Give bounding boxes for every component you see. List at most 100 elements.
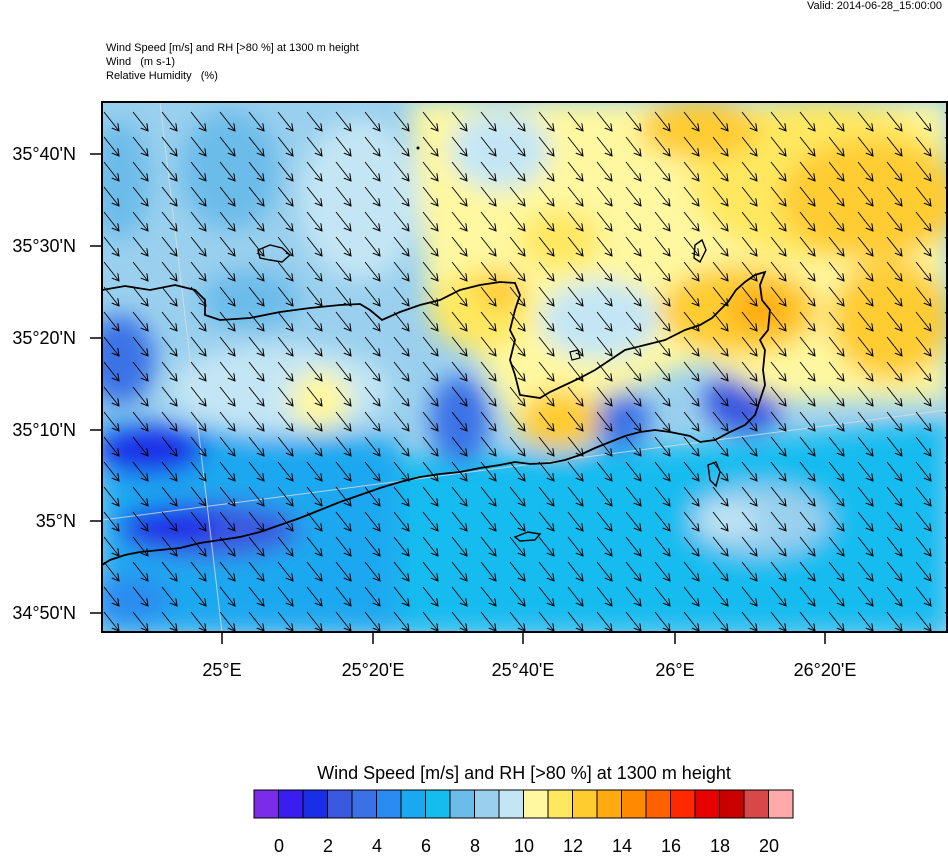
wind-arrow [248,361,264,381]
colorbar-swatch [719,789,745,819]
wind-arrow [538,186,554,206]
wind-arrow [306,311,322,331]
wind-arrow [480,511,496,531]
wind-arrow [161,536,177,556]
wind-arrow [103,311,119,331]
wind-arrow [422,336,438,356]
lat-label-3450: 34°50'N [12,603,76,623]
colorbar-swatch [621,789,647,819]
wind-arrow [132,336,148,356]
wind-arrow [277,461,293,481]
colorbar-tick-label: 20 [758,836,780,856]
wind-arrow [596,461,612,481]
wind-arrow [654,286,670,306]
wind-arrow [828,511,844,531]
wind-arrow [190,311,206,331]
wind-arrow [422,486,438,506]
wind-arrow [306,236,322,256]
wind-arrow [248,536,264,556]
wind-arrow [886,336,902,356]
wind-arrow [857,586,873,606]
wind-arrow [335,536,351,556]
wind-arrow [393,111,409,131]
wind-arrow [219,211,235,231]
wind-arrow [190,436,206,456]
wind-arrow [625,486,641,506]
wind-arrow [915,536,931,556]
wind-arrow [538,211,554,231]
wind-arrow [422,236,438,256]
wind-arrow [480,461,496,481]
wind-arrow [451,211,467,231]
wind-arrow [915,111,931,131]
wind-arrow [190,336,206,356]
wind-arrow [770,486,786,506]
wind-arrow [654,236,670,256]
wind-arrow [596,436,612,456]
wind-arrow [451,486,467,506]
wind-arrow [538,486,554,506]
wind-arrow [277,161,293,181]
colorbar-swatch [351,789,377,819]
wind-arrow [712,361,728,381]
wind-arrow [277,486,293,506]
wind-arrow [683,186,699,206]
wind-arrow [219,186,235,206]
wind-arrow [190,611,206,631]
wind-arrow [277,211,293,231]
wind-arrow [422,161,438,181]
wind-arrow [857,186,873,206]
wind-arrow [712,586,728,606]
wind-arrow [567,586,583,606]
wind-arrow [422,186,438,206]
wind-arrow [393,611,409,631]
wind-arrow [103,136,119,156]
wind-arrow [741,286,757,306]
wind-arrow [886,561,902,581]
wind-arrow [190,511,206,531]
wind-arrow [364,436,380,456]
wind-arrow [625,411,641,431]
wind-arrow [307,637,322,656]
wind-arrow [277,611,293,631]
wind-arrow [567,561,583,581]
wind-arrow [915,311,931,331]
wind-arrow [712,436,728,456]
wind-arrow [625,286,641,306]
wind-arrow [103,461,119,481]
wind-arrow [190,161,206,181]
wind-arrow [509,511,525,531]
wind-arrow [451,161,467,181]
wind-arrow [654,111,670,131]
wind-arrow [103,161,119,181]
wind-arrow [480,436,496,456]
wind-arrow [306,536,322,556]
wind-arrow [104,637,119,656]
wind-arrow [132,236,148,256]
wind-arrow [509,136,525,156]
wind-arrow [915,611,931,631]
wind-arrow [190,411,206,431]
wind-arrow [654,586,670,606]
wind-arrow [161,261,177,281]
wind-arrow [451,561,467,581]
wind-arrow [654,486,670,506]
wind-arrow [161,111,177,131]
wind-arrow [886,136,902,156]
colorbar-swatch [449,789,475,819]
wind-arrow [626,637,641,656]
wind-arrow [335,361,351,381]
wind-arrow [567,311,583,331]
wind-arrow [480,361,496,381]
wind-arrow [741,236,757,256]
wind-arrow [219,261,235,281]
wind-arrow [306,436,322,456]
wind-arrow [538,436,554,456]
wind-arrow [451,461,467,481]
wind-arrow [915,136,931,156]
wind-arrow [335,611,351,631]
wind-arrow [393,136,409,156]
wind-arrow [886,386,902,406]
wind-arrow [103,236,119,256]
wind-arrow [219,461,235,481]
